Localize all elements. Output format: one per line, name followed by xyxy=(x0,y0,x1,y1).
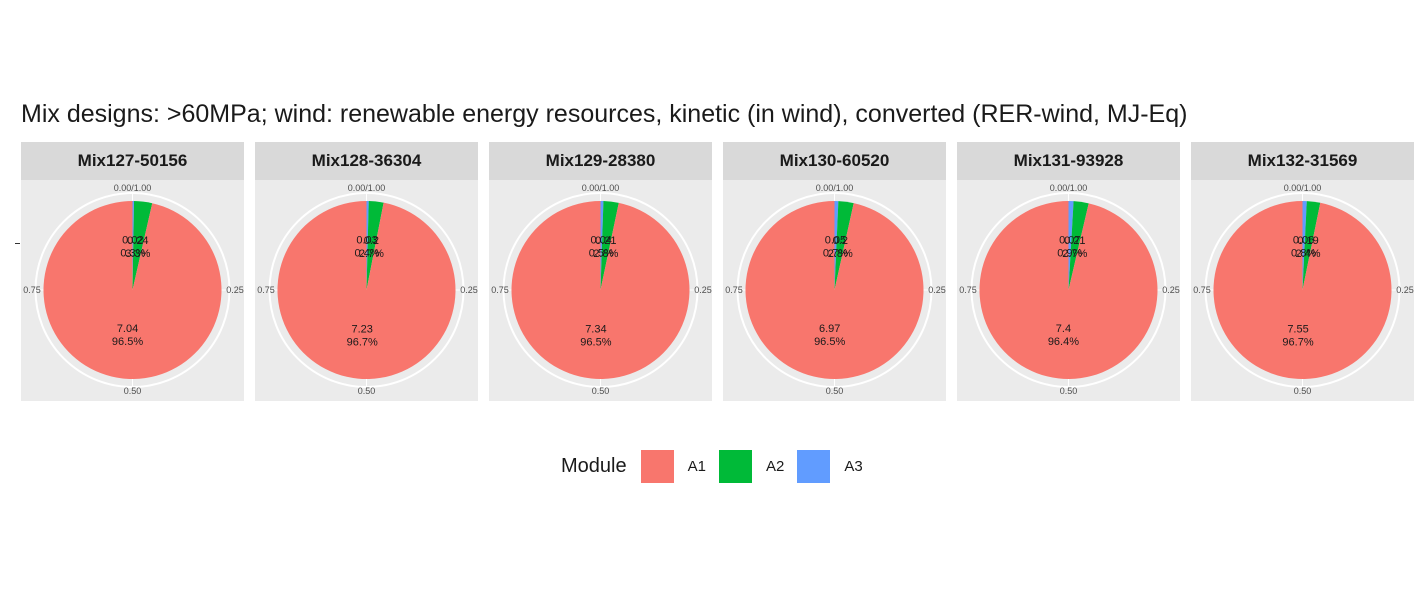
angle-tick-label: 0.75 xyxy=(959,285,977,295)
pie-slice-a1 xyxy=(277,201,456,379)
facet-panel: Mix129-28380 0.00/1.00 0.25 0.50 0.75 7.34 96.… xyxy=(489,142,712,401)
legend: Module A1 A2 A3 xyxy=(561,448,876,484)
pie-chart: 0.00/1.00 0.25 0.50 0.75 7.55 96.7% 0.19 2.4%0.… xyxy=(1193,183,1414,396)
facet-label: Mix132-31569 xyxy=(1247,151,1358,170)
pie-data-label: 0.19 2.4% xyxy=(1296,235,1321,260)
y-axis-tick xyxy=(15,243,20,244)
facet-panel: Mix127-50156 0.00/1.00 0.25 0.50 0.75 7.04 96.… xyxy=(21,142,244,401)
pie-slice-a2 xyxy=(132,201,153,290)
pie-slice-a1 xyxy=(1213,201,1392,379)
facet-strip: Mix130-60520 xyxy=(723,142,946,180)
facet-label: Mix128-36304 xyxy=(311,151,422,170)
angle-tick-label: 0.00/1.00 xyxy=(816,183,854,193)
pie-chart: 0.00/1.00 0.25 0.50 0.75 7.04 96.5% 0.24 3.3%0.… xyxy=(23,183,244,396)
pie-data-label: 6.97 96.5% xyxy=(814,323,845,348)
angle-tick-label: 0.50 xyxy=(1060,386,1078,396)
angle-tick-label: 0.50 xyxy=(1294,386,1312,396)
facet-label: Mix129-28380 xyxy=(545,151,656,170)
pie-slice-a3 xyxy=(600,201,604,290)
pie-slice-a2 xyxy=(1302,201,1321,290)
angle-tick-label: 0.25 xyxy=(460,285,478,295)
facet-strip: Mix132-31569 xyxy=(1191,142,1414,180)
pie-data-label: 7.34 96.5% xyxy=(580,323,611,348)
pie-slice-a2 xyxy=(600,201,619,290)
pie-slice-a3 xyxy=(834,201,839,290)
angle-tick-label: 0.50 xyxy=(124,386,142,396)
facet-label: Mix130-60520 xyxy=(779,151,890,170)
legend-label-a2: A2 xyxy=(765,457,785,475)
angle-tick-label: 0.00/1.00 xyxy=(1050,183,1088,193)
angle-tick-label: 0.75 xyxy=(257,285,275,295)
pie-data-label: 7.4 96.4% xyxy=(1048,323,1079,348)
facet-strip: Mix127-50156 xyxy=(21,142,244,180)
pie-data-label: 0.04 0.5% xyxy=(589,235,614,260)
pie-slice-a1 xyxy=(43,201,222,379)
facet-strip: Mix129-28380 xyxy=(489,142,712,180)
pie-data-label: 0.06 0.8% xyxy=(1291,235,1316,260)
legend-item-a2: A2 xyxy=(718,449,785,483)
legend-key-a2 xyxy=(718,449,752,483)
pie-slice-a3 xyxy=(366,201,369,290)
angle-tick-label: 0.50 xyxy=(358,386,376,396)
legend-title: Module xyxy=(561,454,627,477)
legend-item-a3: A3 xyxy=(797,449,863,483)
pie-data-label: 0.03 0.4% xyxy=(355,235,380,260)
pie-slice-a1 xyxy=(511,201,690,379)
pie-data-label: 7.04 96.5% xyxy=(112,323,143,348)
pie-slice-a1 xyxy=(745,201,924,379)
angle-tick-label: 0.00/1.00 xyxy=(114,183,152,193)
pie-data-label: 0.21 2.8% xyxy=(593,235,618,260)
pie-chart: 0.00/1.00 0.25 0.50 0.75 7.23 96.7% 0.2 2.7%0.0… xyxy=(257,183,478,396)
legend-key-a1 xyxy=(640,449,674,483)
facet-panel: Mix131-93928 0.00/1.00 0.25 0.50 0.75 7.4 96.4… xyxy=(957,142,1180,401)
pie-data-label: 0.21 2.7% xyxy=(1062,235,1087,260)
pie-chart: 0.00/1.00 0.25 0.50 0.75 7.4 96.4% 0.21 2.7%0.0… xyxy=(959,183,1180,396)
facet-panel: Mix132-31569 0.00/1.00 0.25 0.50 0.75 7.55 96.… xyxy=(1191,142,1414,401)
facet-strip: Mix128-36304 xyxy=(255,142,478,180)
legend-label-a3: A3 xyxy=(844,457,863,475)
angle-tick-label: 0.25 xyxy=(928,285,946,295)
pie-data-label: 0.2 2.7% xyxy=(359,235,384,260)
facet-label: Mix131-93928 xyxy=(1013,151,1124,170)
angle-tick-label: 0.25 xyxy=(1162,285,1180,295)
pie-slice-a3 xyxy=(1068,201,1074,290)
facet-label: Mix127-50156 xyxy=(77,151,188,170)
chart-title: Mix designs: >60MPa; wind: renewable ene… xyxy=(21,100,1188,128)
angle-tick-label: 0.25 xyxy=(694,285,712,295)
pie-chart: 0.00/1.00 0.25 0.50 0.75 6.97 96.5% 0.2 2.8%0.0… xyxy=(725,183,946,396)
pie-slice-a3 xyxy=(132,201,135,290)
angle-tick-label: 0.75 xyxy=(1193,285,1211,295)
pie-chart: 0.00/1.00 0.25 0.50 0.75 7.34 96.5% 0.21 2.8%0.… xyxy=(491,183,712,396)
angle-tick-label: 0.25 xyxy=(1396,285,1414,295)
pie-slice-a2 xyxy=(1068,201,1089,290)
angle-tick-label: 0.75 xyxy=(23,285,41,295)
angle-tick-label: 0.75 xyxy=(491,285,509,295)
pie-data-label: 0.07 0.9% xyxy=(1057,235,1082,260)
angle-tick-label: 0.00/1.00 xyxy=(582,183,620,193)
angle-tick-label: 0.50 xyxy=(826,386,844,396)
pie-slice-a2 xyxy=(834,201,854,290)
angle-tick-label: 0.00/1.00 xyxy=(1284,183,1322,193)
legend-key-a3 xyxy=(797,449,831,483)
angle-tick-label: 0.50 xyxy=(592,386,610,396)
angle-tick-label: 0.00/1.00 xyxy=(348,183,386,193)
angle-tick-label: 0.75 xyxy=(725,285,743,295)
legend-label-a1: A1 xyxy=(687,457,706,475)
pie-slice-a2 xyxy=(366,201,384,290)
pie-data-label: 0.02 0.3% xyxy=(120,235,145,260)
angle-tick-label: 0.25 xyxy=(226,285,244,295)
pie-slice-a3 xyxy=(1302,201,1307,290)
pie-data-label: 7.55 96.7% xyxy=(1282,323,1313,348)
facet-panel: Mix128-36304 0.00/1.00 0.25 0.50 0.75 7.23 96.… xyxy=(255,142,478,401)
pie-data-label: 0.24 3.3% xyxy=(125,235,150,260)
pie-data-label: 0.2 2.8% xyxy=(828,235,853,260)
pie-data-label: 0.05 0.7% xyxy=(823,235,848,260)
facet-strip: Mix131-93928 xyxy=(957,142,1180,180)
facet-panel: Mix130-60520 0.00/1.00 0.25 0.50 0.75 6.97 96.… xyxy=(723,142,946,401)
pie-slice-a1 xyxy=(979,201,1158,379)
legend-item-a1: A1 xyxy=(640,449,706,483)
pie-data-label: 7.23 96.7% xyxy=(347,323,378,348)
